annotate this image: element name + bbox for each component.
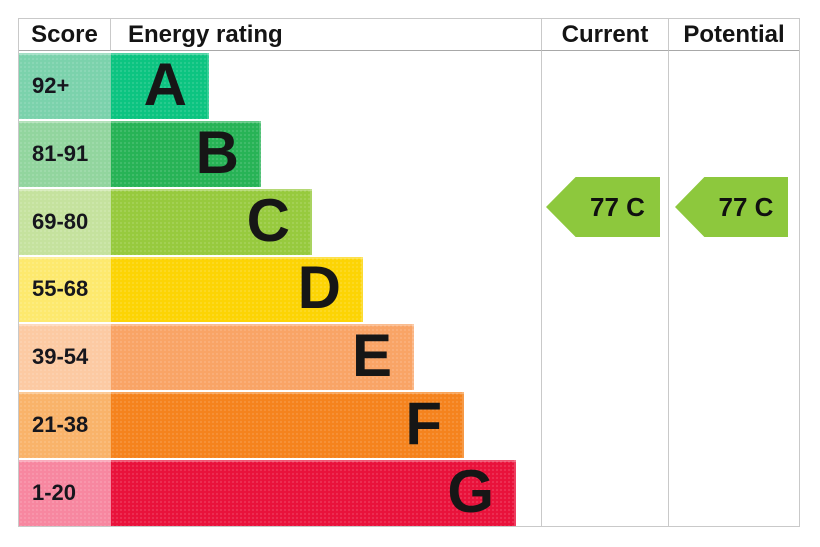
bar-cell-e: E: [111, 322, 541, 391]
score-range-b: 81-91: [19, 120, 111, 187]
potential-cell-f: [668, 390, 799, 459]
score-range-d-label: 55-68: [32, 276, 89, 302]
score-range-a: 92+: [19, 53, 111, 119]
bar-cell-b: B: [111, 118, 541, 187]
bar-cell-d: D: [111, 254, 541, 323]
score-range-e-label: 39-54: [32, 344, 89, 370]
score-range-c: 69-80: [19, 188, 111, 255]
current-cell-d: [541, 254, 668, 323]
potential-cell-e: [668, 322, 799, 391]
rating-letter-d: D: [297, 254, 341, 322]
bar-cell-a: A: [111, 51, 541, 119]
header-potential: Potential: [668, 19, 799, 51]
potential-cell-d: [668, 254, 799, 323]
score-cell-d: 55-68: [19, 254, 111, 323]
score-cell-b: 81-91: [19, 118, 111, 187]
potential-cell-a: [668, 51, 799, 119]
rating-bar-d: D: [111, 254, 363, 323]
score-range-f: 21-38: [19, 392, 111, 459]
potential-cell-b: [668, 118, 799, 187]
score-range-g-label: 1-20: [32, 480, 77, 506]
current-cell-b: [541, 118, 668, 187]
current-cell-e: [541, 322, 668, 391]
rating-letter-f: F: [405, 390, 442, 458]
rating-bar-a: A: [111, 53, 209, 119]
score-range-d: 55-68: [19, 256, 111, 323]
score-range-g: 1-20: [19, 460, 111, 526]
rating-bar-c: C: [111, 186, 312, 255]
potential-cell-g: [668, 458, 799, 526]
score-range-a-label: 92+: [32, 72, 70, 98]
rating-letter-g: G: [447, 458, 494, 526]
score-range-b-label: 81-91: [32, 140, 89, 166]
rating-letter-c: C: [246, 186, 290, 254]
score-cell-c: 69-80: [19, 186, 111, 255]
epc-table: Score Energy rating Current Potential 92…: [18, 18, 800, 527]
score-cell-f: 21-38: [19, 390, 111, 459]
score-cell-e: 39-54: [19, 322, 111, 391]
current-rating-arrow: 77 C: [546, 177, 660, 237]
bar-cell-g: G: [111, 458, 541, 526]
rating-letter-e: E: [351, 322, 392, 390]
rating-bar-b: B: [111, 118, 261, 187]
rating-bar-g: G: [111, 460, 516, 526]
potential-rating-label: 77 C: [718, 191, 774, 222]
header-score: Score: [19, 19, 111, 51]
bar-cell-c: C: [111, 186, 541, 255]
score-range-c-label: 69-80: [32, 208, 89, 234]
header-current: Current: [541, 19, 668, 51]
current-cell-a: [541, 51, 668, 119]
bar-cell-f: F: [111, 390, 541, 459]
rating-letter-b: B: [195, 118, 239, 186]
rating-bar-f: F: [111, 390, 464, 459]
score-range-f-label: 21-38: [32, 412, 89, 438]
current-cell-f: [541, 390, 668, 459]
header-energy-rating: Energy rating: [111, 19, 541, 51]
score-cell-a: 92+: [19, 51, 111, 119]
score-cell-g: 1-20: [19, 458, 111, 526]
current-cell-g: [541, 458, 668, 526]
rating-bar-e: E: [111, 322, 414, 391]
score-range-e: 39-54: [19, 324, 111, 391]
rating-letter-a: A: [143, 50, 187, 118]
current-rating-label: 77 C: [590, 191, 645, 222]
